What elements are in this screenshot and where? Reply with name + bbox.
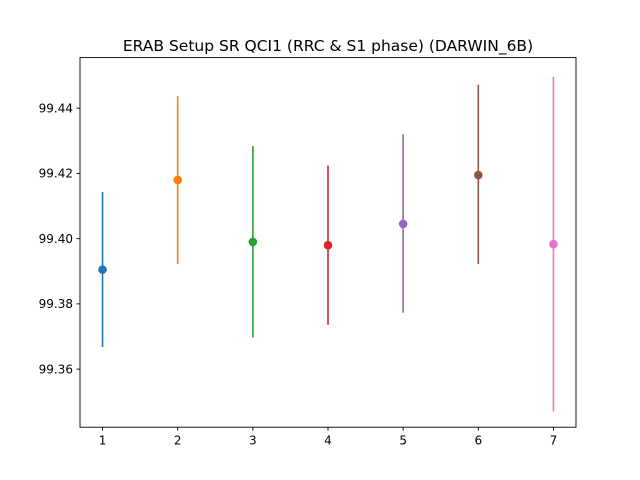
x-tick-label: 2 — [174, 434, 182, 448]
y-tick-label: 99.36 — [39, 362, 73, 376]
x-tick-label: 5 — [399, 434, 407, 448]
chart-title: ERAB Setup SR QCI1 (RRC & S1 phase) (DAR… — [123, 37, 533, 56]
x-tick-label: 3 — [249, 434, 257, 448]
data-point — [248, 237, 258, 247]
x-axis: 1 2 3 4 5 6 7 — [99, 427, 558, 448]
y-tick-label: 99.40 — [39, 232, 73, 246]
data-point — [398, 219, 408, 229]
data-point — [98, 265, 107, 274]
y-tick-label: 99.44 — [39, 101, 73, 115]
error-bar-series — [98, 76, 558, 412]
x-tick-label: 6 — [474, 434, 482, 448]
data-point — [173, 175, 182, 185]
x-tick-label: 1 — [99, 434, 107, 448]
y-axis: 99.36 99.38 99.40 99.42 99.44 — [39, 101, 80, 376]
data-point — [549, 239, 558, 249]
y-tick-label: 99.38 — [39, 297, 73, 311]
x-tick-label: 7 — [550, 434, 558, 448]
data-point — [474, 170, 483, 180]
y-tick-label: 99.42 — [39, 167, 73, 181]
data-point — [323, 240, 333, 250]
x-tick-label: 4 — [324, 434, 332, 448]
